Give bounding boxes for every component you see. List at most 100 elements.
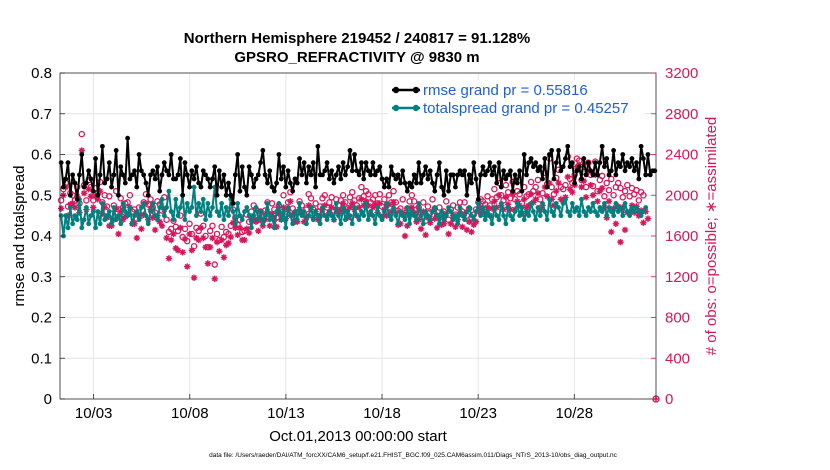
totalspread-point (230, 209, 236, 214)
rmse-point (205, 176, 211, 182)
rmse-point (166, 172, 172, 178)
totalspread-point (106, 209, 112, 214)
obs-assimilated-point (553, 187, 560, 195)
rmse-point (77, 172, 82, 178)
rmse-point (120, 172, 126, 178)
chart-title-line2: GPSRO_REFRACTIVITY @ 9830 m (234, 49, 479, 66)
totalspread-point (93, 225, 98, 231)
rmse-point (93, 156, 98, 161)
rmse-point (540, 176, 545, 182)
totalspread-point (611, 213, 616, 219)
rmse-point (361, 176, 367, 182)
totalspread-point (368, 209, 374, 214)
totalspread-point (457, 205, 463, 210)
obs-assimilated-point (644, 215, 652, 222)
obs-assimilated-point (440, 220, 448, 227)
rmse-point (157, 188, 163, 194)
rmse-point (420, 172, 426, 178)
obs-assimilated-point (234, 231, 241, 239)
obs-assimilated-point (452, 223, 459, 231)
rmse-point (631, 168, 637, 174)
rmse-point (134, 184, 140, 190)
totalspread-point (469, 213, 474, 219)
x-axis-ticks: 10/03 10/08 10/13 10/18 10/23 10/28 (75, 394, 593, 422)
rmse-point (505, 172, 511, 178)
obs-possible-point (186, 220, 193, 228)
obs-assimilated-point (71, 204, 79, 211)
obs-assimilated-point (598, 184, 606, 192)
rmse-point (359, 160, 364, 166)
rmse-point (138, 168, 144, 174)
obs-assimilated-point (67, 201, 74, 208)
obs-assimilated-point (115, 230, 122, 238)
rmse-point (274, 180, 280, 186)
totalspread-point (113, 217, 119, 223)
totalspread-point (157, 205, 163, 210)
obs-assimilated-point (399, 209, 406, 216)
rmse-point (432, 188, 438, 194)
y-axis-label-left: rmse and totalspread (11, 166, 28, 307)
rmse-point (333, 172, 339, 178)
obs-possible-point (640, 191, 647, 199)
totalspread-point (558, 213, 564, 219)
rmse-point (203, 172, 208, 178)
totalspread-point (613, 201, 619, 206)
rmse-point (161, 160, 167, 166)
totalspread-point (118, 221, 124, 227)
rmse-point (216, 168, 222, 174)
rmse-point (597, 160, 603, 166)
totalspread-point (537, 213, 543, 219)
rmse-point (613, 172, 619, 178)
rmse-point (306, 164, 312, 170)
totalspread-point (496, 217, 502, 223)
obs-assimilated-point (401, 232, 409, 240)
totalspread-point (304, 221, 309, 227)
rmse-point (652, 168, 658, 174)
left-tick-label: 0.5 (31, 187, 52, 204)
totalspread-point (72, 213, 78, 219)
totalspread-point (168, 209, 174, 214)
totalspread-point (375, 205, 380, 210)
legend-rmse-marker-b (412, 86, 420, 94)
rmse-point (416, 160, 422, 166)
obs-possible-point (527, 178, 535, 186)
rmse-point (118, 164, 124, 170)
totalspread-point (331, 217, 337, 223)
rmse-point (398, 180, 403, 186)
obs-assimilated-point (255, 227, 262, 235)
rmse-point (455, 172, 461, 178)
obs-possible-point (408, 191, 416, 199)
rmse-point (498, 184, 504, 190)
rmse-point (556, 148, 561, 153)
rmse-point (299, 172, 305, 178)
rmse-point (372, 172, 378, 178)
totalspread-point (320, 205, 325, 210)
obs-possible-point (218, 223, 225, 231)
rmse-point (249, 172, 254, 178)
totalspread-point (402, 217, 408, 223)
rmse-point (604, 156, 610, 161)
totalspread-point (285, 205, 291, 210)
totalspread-point (193, 213, 199, 219)
rmse-point (230, 201, 236, 206)
totalspread-point (182, 217, 188, 223)
totalspread-point (235, 201, 241, 206)
rmse-point (336, 164, 341, 170)
totalspread-point (219, 201, 225, 206)
rmse-point (70, 172, 76, 178)
data-file-footer: data file: /Users/raeder/DAI/ATM_forcXX/… (209, 452, 618, 459)
legend-box (388, 80, 644, 118)
rmse-point (200, 168, 206, 174)
totalspread-point (97, 221, 103, 227)
rmse-point (285, 168, 291, 174)
rmse-point (404, 188, 410, 194)
rmse-point (278, 176, 284, 182)
obs-possible-point (211, 261, 218, 268)
left-axis-ticks: 0 0.1 0.2 0.3 0.4 0.5 0.6 0.7 0.8 (31, 65, 65, 408)
obs-possible-point (280, 191, 287, 199)
totalspread-point (134, 209, 140, 214)
obs-assimilated-point (406, 211, 413, 218)
rmse-point (74, 196, 80, 202)
totalspread-point (242, 209, 247, 214)
